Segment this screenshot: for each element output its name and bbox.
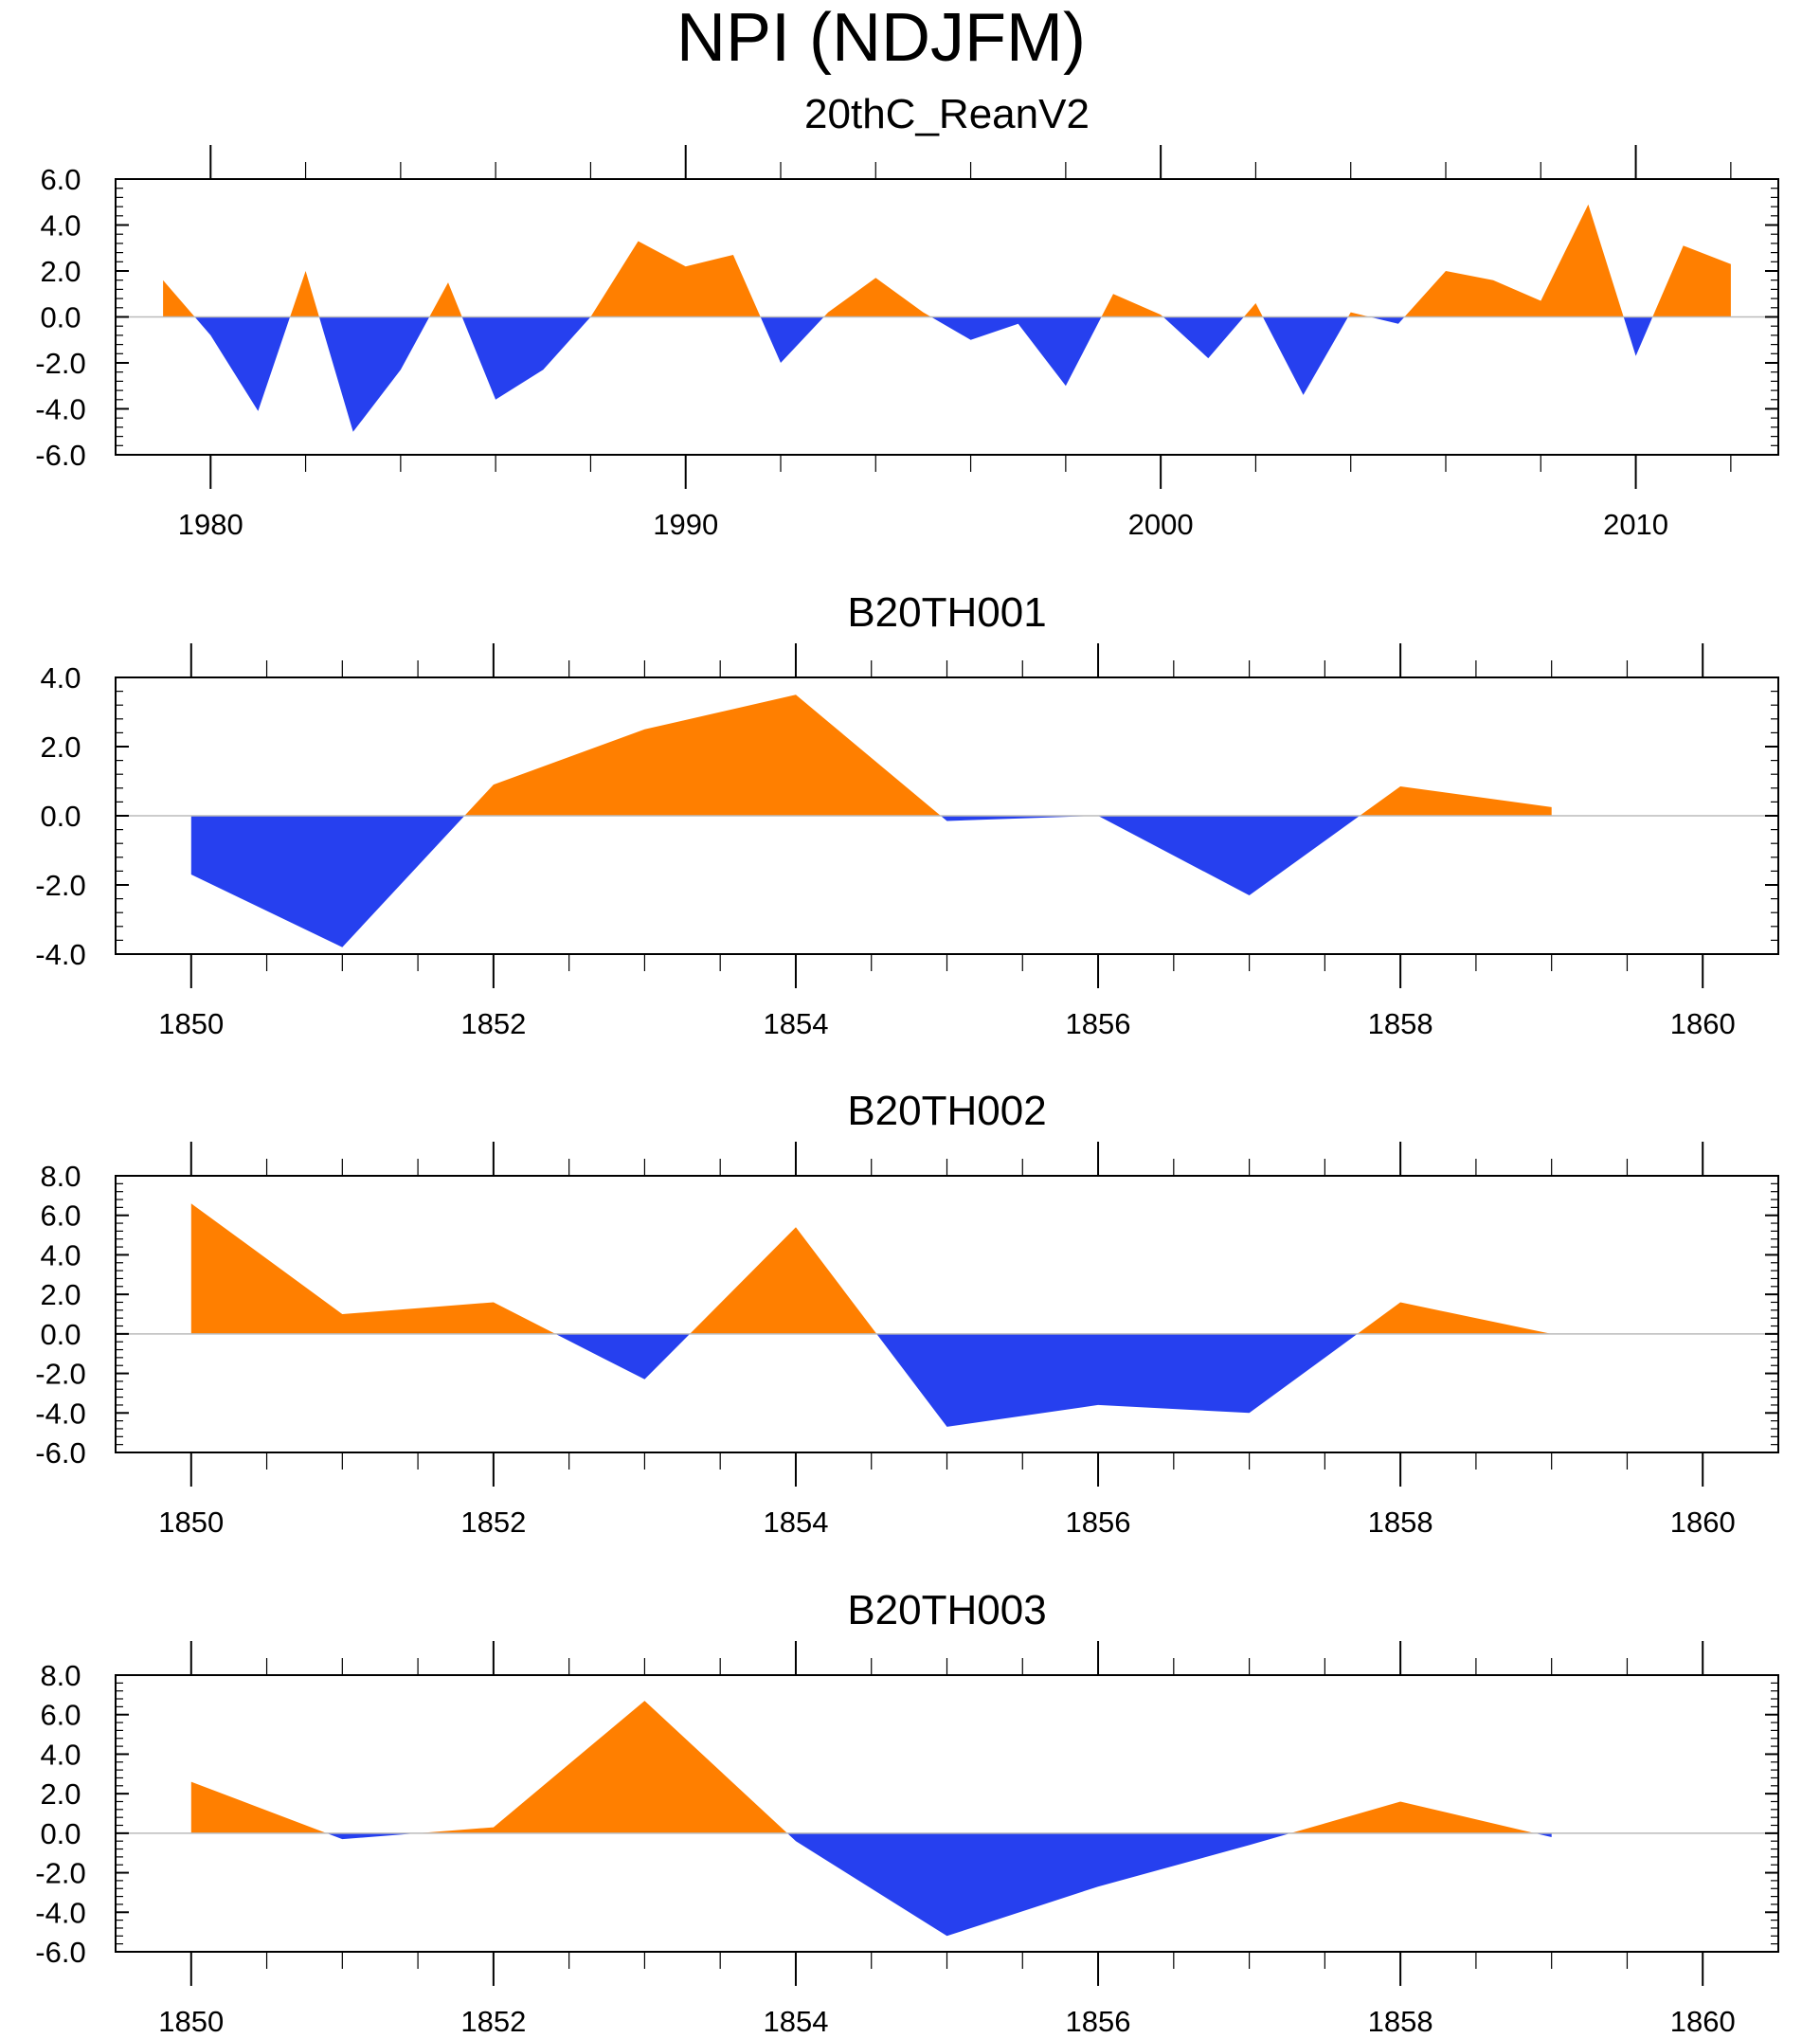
x-tick-label: 1854 bbox=[763, 1007, 828, 1040]
y-tick-label: -2.0 bbox=[35, 1857, 85, 1890]
y-tick-label: 4.0 bbox=[40, 1738, 81, 1771]
y-tick-label: 2.0 bbox=[40, 1278, 81, 1311]
y-tick-label: 0.0 bbox=[40, 1817, 81, 1850]
positive-area bbox=[163, 204, 1731, 317]
y-tick-label: -2.0 bbox=[35, 869, 85, 902]
x-tick-label: 1852 bbox=[460, 2005, 526, 2038]
panel-title: B20TH003 bbox=[847, 1587, 1046, 1633]
y-tick-label: -2.0 bbox=[35, 1358, 85, 1391]
x-tick-label: 1980 bbox=[178, 508, 243, 541]
negative-area bbox=[190, 1832, 1552, 1937]
x-tick-label: 2010 bbox=[1603, 508, 1668, 541]
y-tick-label: 0.0 bbox=[40, 301, 81, 334]
x-tick-label: 2000 bbox=[1128, 508, 1194, 541]
y-tick-label: 4.0 bbox=[40, 1238, 81, 1271]
panel-title: B20TH001 bbox=[847, 589, 1046, 636]
y-tick-label: 2.0 bbox=[40, 730, 81, 764]
positive-area bbox=[190, 694, 1552, 816]
x-tick-label: 1854 bbox=[763, 2005, 828, 2038]
negative-area bbox=[190, 816, 1552, 947]
x-tick-label: 1858 bbox=[1368, 1007, 1433, 1040]
x-tick-label: 1852 bbox=[460, 1506, 526, 1539]
panel-title: B20TH002 bbox=[847, 1088, 1046, 1134]
y-tick-label: -6.0 bbox=[35, 439, 85, 472]
figure-title: NPI (NDJFM) bbox=[676, 0, 1086, 76]
y-tick-label: -2.0 bbox=[35, 347, 85, 380]
y-tick-label: 0.0 bbox=[40, 1318, 81, 1351]
y-tick-label: 6.0 bbox=[40, 1199, 81, 1233]
y-tick-label: 0.0 bbox=[40, 800, 81, 833]
x-tick-label: 1860 bbox=[1670, 2005, 1736, 2038]
x-tick-label: 1856 bbox=[1066, 1007, 1131, 1040]
y-tick-label: -4.0 bbox=[35, 938, 85, 971]
y-tick-label: 6.0 bbox=[40, 1699, 81, 1732]
negative-area bbox=[163, 316, 1731, 432]
x-tick-label: 1850 bbox=[158, 2005, 224, 2038]
x-tick-label: 1990 bbox=[653, 508, 718, 541]
y-tick-label: 8.0 bbox=[40, 1160, 81, 1193]
y-tick-label: 8.0 bbox=[40, 1659, 81, 1692]
x-tick-label: 1852 bbox=[460, 1007, 526, 1040]
x-tick-label: 1850 bbox=[158, 1007, 224, 1040]
positive-area bbox=[190, 1203, 1552, 1334]
y-tick-label: 2.0 bbox=[40, 1777, 81, 1811]
y-tick-label: -4.0 bbox=[35, 393, 85, 426]
negative-area bbox=[190, 1333, 1552, 1427]
x-tick-label: 1854 bbox=[763, 1506, 828, 1539]
chart-panel: -6.0 -4.0 -2.0 0.0 2.0 4.0 6.0 8.0 1850 1852 1854 1… bbox=[35, 1587, 1779, 2038]
x-tick-label: 1856 bbox=[1066, 1506, 1131, 1539]
chart-panel: -6.0 -4.0 -2.0 0.0 2.0 4.0 6.0 8.0 1850 1852 1854 1… bbox=[35, 1088, 1779, 1539]
chart-panel: -4.0 -2.0 0.0 2.0 4.0 1850 1852 1854 1856 1858 186… bbox=[35, 589, 1779, 1040]
x-tick-label: 1858 bbox=[1368, 1506, 1433, 1539]
panel-title: 20thC_ReanV2 bbox=[804, 91, 1090, 137]
y-tick-label: 4.0 bbox=[40, 661, 81, 694]
x-tick-label: 1860 bbox=[1670, 1506, 1736, 1539]
y-tick-label: 4.0 bbox=[40, 209, 81, 243]
x-tick-label: 1860 bbox=[1670, 1007, 1736, 1040]
y-tick-label: 6.0 bbox=[40, 163, 81, 196]
chart-panel: -6.0 -4.0 -2.0 0.0 2.0 4.0 6.0 1980 1990 2000 2010… bbox=[35, 91, 1779, 541]
y-tick-label: -6.0 bbox=[35, 1936, 85, 1969]
y-tick-label: -6.0 bbox=[35, 1436, 85, 1470]
x-tick-label: 1858 bbox=[1368, 2005, 1433, 2038]
y-tick-label: -4.0 bbox=[35, 1896, 85, 1929]
y-tick-label: 2.0 bbox=[40, 255, 81, 288]
x-tick-label: 1856 bbox=[1066, 2005, 1131, 2038]
x-tick-label: 1850 bbox=[158, 1506, 224, 1539]
positive-area bbox=[190, 1701, 1552, 1833]
y-tick-label: -4.0 bbox=[35, 1397, 85, 1430]
